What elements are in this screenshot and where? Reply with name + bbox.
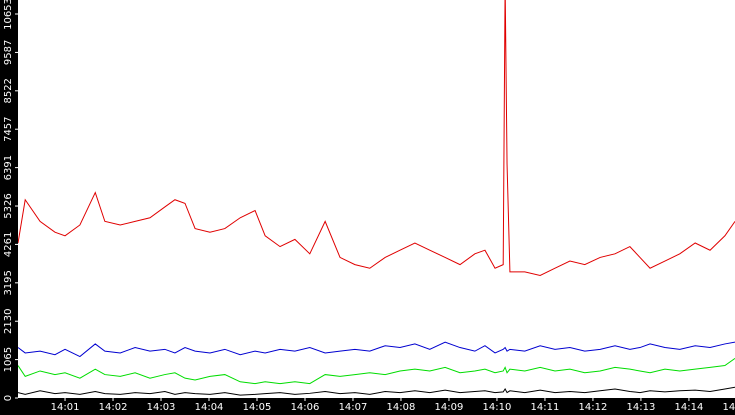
x-tick-label: 14:03 bbox=[147, 402, 176, 413]
x-tick-label: 14:14 bbox=[675, 402, 704, 413]
y-tick-label: 8522 bbox=[3, 78, 14, 103]
y-tick-label: 7457 bbox=[3, 116, 14, 141]
x-tick-label: 14:09 bbox=[435, 402, 464, 413]
x-tick-label: 14:11 bbox=[531, 402, 560, 413]
x-tick-label: 14:05 bbox=[243, 402, 272, 413]
series-line bbox=[18, 357, 735, 385]
x-tick-label: 14:02 bbox=[99, 402, 128, 413]
series-line bbox=[18, 386, 735, 396]
y-tick-label: 4261 bbox=[3, 232, 14, 257]
plot-area bbox=[18, 0, 735, 396]
x-tick-label: 14:10 bbox=[483, 402, 512, 413]
x-tick-label: 14:04 bbox=[195, 402, 224, 413]
x-tick-label: 14:12 bbox=[579, 402, 608, 413]
y-tick-label: 2130 bbox=[3, 308, 14, 333]
series-line bbox=[18, 0, 735, 276]
y-tick-label: 3195 bbox=[3, 270, 14, 295]
y-tick-label: 0 bbox=[3, 395, 14, 401]
x-tick-label: 14:07 bbox=[339, 402, 368, 413]
x-tick-label: 14:01 bbox=[51, 402, 80, 413]
y-tick-label: 6391 bbox=[3, 155, 14, 180]
x-tick-label: 14:15 bbox=[723, 402, 735, 413]
y-tick-label: 1065 bbox=[3, 347, 14, 372]
x-tick-label: 14:13 bbox=[627, 402, 656, 413]
y-tick-label: 5326 bbox=[3, 193, 14, 218]
y-tick-label: 9587 bbox=[3, 40, 14, 65]
y-tick-label: 10653 bbox=[3, 0, 14, 30]
x-axis-strip bbox=[0, 398, 735, 415]
x-tick-label: 14:06 bbox=[291, 402, 320, 413]
x-tick-label: 14:08 bbox=[387, 402, 416, 413]
series-line bbox=[18, 341, 735, 358]
y-axis-strip bbox=[0, 0, 18, 415]
